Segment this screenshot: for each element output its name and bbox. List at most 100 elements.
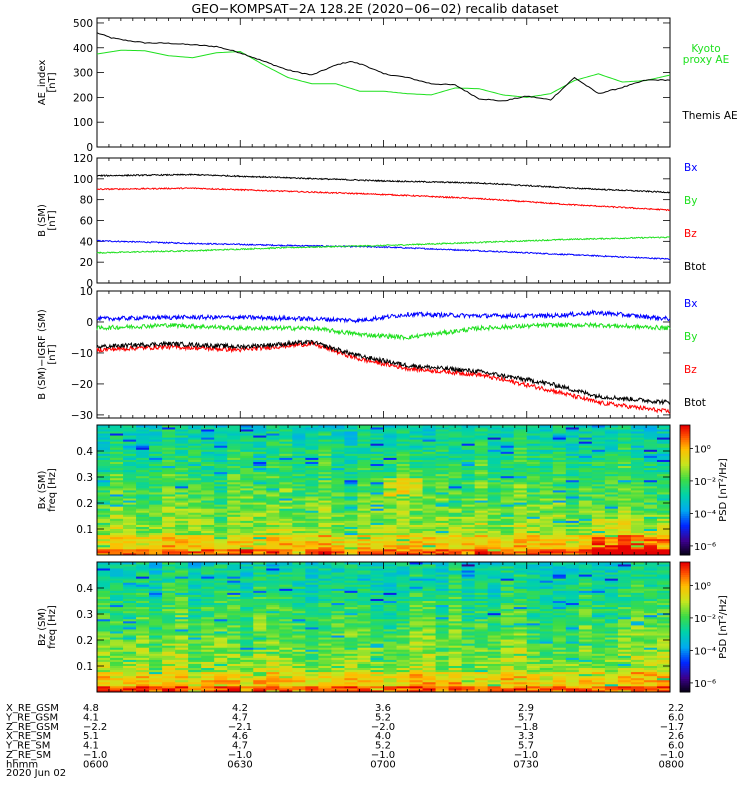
spectrogram-cell	[266, 608, 280, 612]
spectrogram-cell	[305, 588, 319, 591]
spectrogram-cell	[344, 475, 358, 479]
spectrogram-cell	[383, 548, 397, 552]
spectrogram-cell	[136, 655, 150, 658]
legend-label: By	[684, 195, 697, 207]
spectrogram-cell	[292, 633, 306, 636]
spectrogram-cell	[110, 481, 124, 485]
spectrogram-cell	[357, 669, 371, 673]
spectrogram-cell	[396, 441, 410, 444]
y-axis-label: [nT]	[47, 344, 58, 364]
spectrogram-cell	[370, 562, 384, 565]
spectrogram-cell	[539, 455, 554, 458]
spectrogram-cell	[305, 649, 319, 652]
colorbar-cell	[680, 427, 690, 430]
spectrogram-cell	[305, 449, 319, 452]
spectrogram-cell	[201, 594, 215, 597]
spectrogram-cell	[396, 610, 410, 614]
spectrogram-cell	[240, 514, 254, 517]
spectrogram-cell	[422, 475, 436, 479]
spectrogram-cell	[253, 469, 267, 473]
spectrogram-cell	[383, 465, 397, 469]
spectrogram-cell	[344, 471, 358, 475]
spectrogram-cell	[357, 637, 371, 640]
spectrogram-cell	[513, 518, 528, 521]
spectrogram-cell	[396, 433, 410, 436]
spectrogram-cell	[292, 526, 306, 529]
series-line	[96, 49, 671, 98]
spectrogram-cell	[344, 544, 358, 548]
spectrogram-cell	[656, 520, 671, 523]
spectrogram-cell	[175, 496, 189, 499]
spectrogram-cell	[331, 675, 345, 679]
spectrogram-cell	[383, 689, 397, 693]
spectrogram-cell	[162, 649, 176, 652]
spectrogram-cell	[578, 526, 593, 529]
spectrogram-cell	[643, 425, 658, 428]
spectrogram-cell	[266, 616, 280, 620]
spectrogram-cell	[474, 435, 489, 438]
spectrogram-cell	[305, 544, 319, 548]
spectrogram-cell	[383, 562, 397, 565]
spectrogram-cell	[305, 622, 319, 626]
spectrogram-cell	[292, 629, 306, 632]
spectrogram-cell	[201, 620, 215, 624]
spectrogram-cell	[97, 520, 111, 523]
spectrogram-cell	[110, 568, 124, 571]
spectrogram-cell	[97, 614, 111, 618]
spectrogram-cell	[188, 608, 202, 612]
spectrogram-cell	[422, 477, 436, 481]
spectrogram-cell	[162, 445, 176, 448]
spectrogram-cell	[318, 647, 332, 650]
spectrogram-cell	[97, 580, 111, 583]
spectrogram-cell	[591, 522, 606, 525]
colorbar-tick-label: 10⁰	[694, 444, 711, 455]
spectrogram-cell	[149, 627, 163, 630]
spectrogram-cell	[136, 514, 150, 517]
spectrogram-cell	[422, 435, 436, 438]
spectrogram-cell	[422, 532, 436, 536]
spectrogram-cell	[422, 467, 436, 471]
spectrogram-cell	[474, 487, 489, 491]
spectrogram-cell	[357, 687, 371, 691]
spectrogram-cell	[409, 622, 423, 626]
spectrogram-cell	[162, 590, 176, 593]
spectrogram-cell	[344, 675, 358, 679]
spectrogram-cell	[617, 481, 632, 485]
spectrogram-cell	[201, 524, 215, 527]
y-tick-label: 0.1	[76, 524, 93, 536]
spectrogram-cell	[643, 449, 658, 452]
spectrogram-cell	[175, 622, 189, 626]
spectrogram-cell	[266, 550, 280, 554]
spectrogram-cell	[487, 512, 502, 515]
spectrogram-cell	[331, 584, 345, 587]
spectrogram-cell	[396, 570, 410, 573]
spectrogram-cell	[357, 506, 371, 509]
spectrogram-cell	[396, 673, 410, 677]
spectrogram-cell	[305, 447, 319, 450]
colorbar-cell	[680, 457, 690, 461]
spectrogram-cell	[357, 481, 371, 485]
spectrogram-cell	[526, 490, 541, 493]
spectrogram-cell	[565, 542, 580, 546]
spectrogram-cell	[422, 496, 436, 499]
spectrogram-cell	[526, 528, 541, 532]
spectrogram-cell	[305, 510, 319, 513]
colorbar-cell	[680, 472, 690, 476]
spectrogram-cell	[604, 449, 619, 452]
spectrogram-cell	[240, 645, 254, 648]
spectrogram-cell	[188, 483, 202, 487]
spectrogram-cell	[227, 641, 241, 644]
spectrogram-cell	[539, 437, 554, 440]
spectrogram-cell	[97, 572, 111, 575]
spectrogram-cell	[110, 518, 124, 521]
spectrogram-cell	[331, 546, 345, 550]
spectrogram-cell	[539, 526, 554, 529]
spectrogram-cell	[227, 534, 241, 538]
spectrogram-cell	[162, 439, 176, 442]
spectrogram-cell	[396, 572, 410, 575]
spectrogram-cell	[253, 612, 267, 616]
spectrogram-cell	[253, 602, 267, 606]
spectrogram-cell	[643, 550, 658, 554]
spectrogram-cell	[500, 425, 515, 428]
